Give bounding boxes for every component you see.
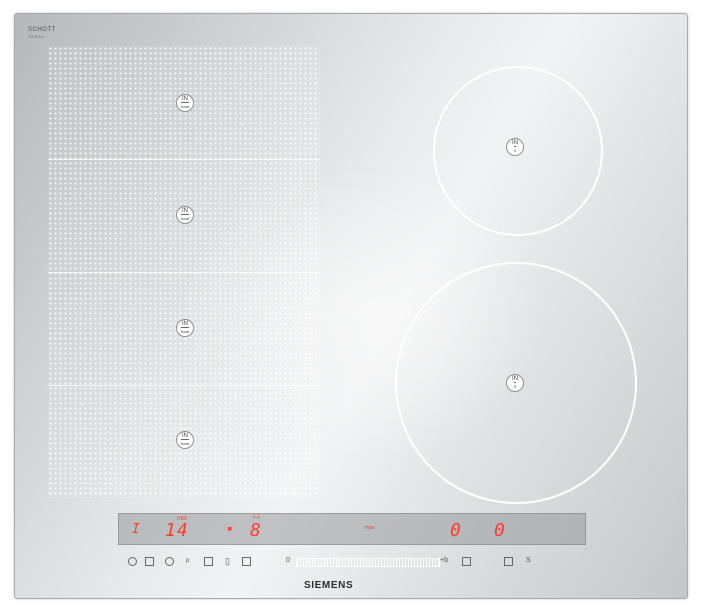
power-move-icon: ᵖ xyxy=(186,556,190,566)
zone-select-icon xyxy=(462,557,471,567)
wipe-protect-icon xyxy=(242,557,251,567)
step-marker-icon: ▪ xyxy=(227,524,234,534)
front-right-burner-ring[interactable] xyxy=(395,262,637,504)
touch-control-row: ᵖ ▯ 0 +b S xyxy=(118,555,538,569)
power-slider[interactable] xyxy=(296,558,440,567)
siemens-logo: SIEMENS xyxy=(304,580,354,591)
slider-end-label: +b xyxy=(440,557,448,564)
flex-zone-2-in-badge: IN boost xyxy=(176,206,194,224)
flex-zone-3-in-badge: IN boost xyxy=(176,319,194,337)
timer-unit-label: min xyxy=(177,516,187,522)
zone-select-right-button[interactable] xyxy=(504,555,513,567)
badge-top-text: IN xyxy=(182,208,188,215)
schott-text: SCHOTT xyxy=(28,27,56,33)
zone-level-readout-2: 0 xyxy=(494,520,506,541)
badge-top-text: IN xyxy=(512,140,518,147)
badge-bottom-text: boost xyxy=(180,327,190,335)
power-level-readout: 8 xyxy=(250,520,262,541)
badge-bottom-text: boost xyxy=(180,102,190,110)
keep-warm-button[interactable] xyxy=(204,555,213,567)
keep-warm-icon xyxy=(204,557,213,567)
zone-select-icon xyxy=(504,557,513,567)
zone-select-left-button[interactable] xyxy=(462,555,471,567)
lock-icon: ▯ xyxy=(225,556,230,566)
max-label: max xyxy=(365,525,375,531)
flex-induction-zone[interactable]: IN boost IN boost IN boost IN boost xyxy=(48,46,320,498)
s-button[interactable]: S xyxy=(526,557,531,564)
badge-top-text: IN xyxy=(182,433,188,440)
badge-bottom-text: S xyxy=(513,146,517,154)
badge-bottom-text: boost xyxy=(180,439,190,447)
flex-zone-4-in-badge: IN boost xyxy=(176,431,194,449)
induction-cooktop: SCHOTT CERAN IN boost IN boost IN boost … xyxy=(14,13,688,599)
slider-start-label: 0 xyxy=(286,557,290,564)
ceran-text: CERAN xyxy=(28,34,45,39)
timer-button[interactable] xyxy=(165,555,174,567)
child-lock-button[interactable]: ▯ xyxy=(225,555,230,567)
flex-zone-divider xyxy=(48,159,320,160)
wipe-protect-button[interactable] xyxy=(242,555,251,567)
display-panel: I min 14 ▪ I–I 8 max 0 0 xyxy=(118,513,586,545)
zone-level-readout-1: 0 xyxy=(450,520,462,541)
badge-bottom-text: boost xyxy=(180,214,190,222)
clock-icon xyxy=(165,557,174,567)
rear-right-burner-ring[interactable] xyxy=(433,66,603,236)
power-icon xyxy=(128,557,137,567)
flex-zone-divider xyxy=(48,272,320,273)
flex-zone-1-in-badge: IN boost xyxy=(176,94,194,112)
flex-mode-icon xyxy=(145,557,154,567)
power-move-button[interactable]: ᵖ xyxy=(186,555,189,567)
badge-bottom-text: S xyxy=(513,382,517,390)
timer-readout: 14 xyxy=(165,520,189,541)
schott-ceran-logo: SCHOTT CERAN xyxy=(28,27,56,40)
power-button[interactable] xyxy=(128,555,137,567)
front-right-burner-badge: IN S xyxy=(506,374,524,392)
step-symbol: I–I xyxy=(253,515,260,521)
left-indicator: I xyxy=(132,522,141,537)
rear-right-burner-badge: IN S xyxy=(506,138,524,156)
badge-top-text: IN xyxy=(182,96,188,103)
badge-top-text: IN xyxy=(512,376,518,383)
flex-mode-button[interactable] xyxy=(145,555,154,567)
flex-zone-divider xyxy=(48,385,320,386)
badge-top-text: IN xyxy=(182,321,188,328)
